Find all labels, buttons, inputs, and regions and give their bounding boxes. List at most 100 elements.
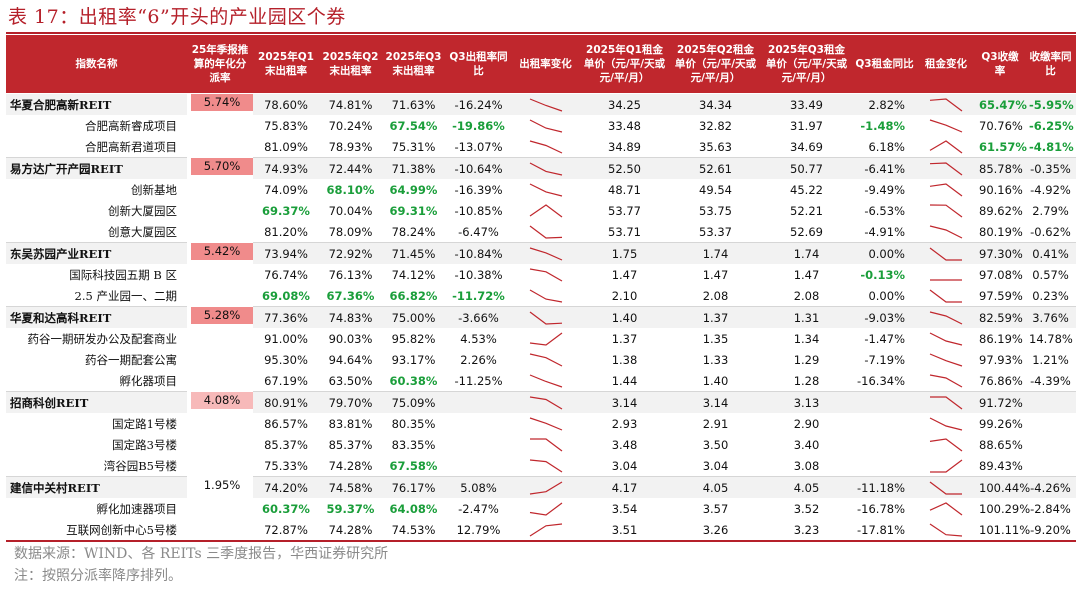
- q3-rent: 3.13: [761, 391, 852, 413]
- occupancy-sparkline-line: [529, 352, 562, 367]
- distribution-rate-cell: 1.95%: [187, 476, 253, 541]
- rent-sparkline: [917, 221, 975, 243]
- project-row: 2.5 产业园一、二期 69.08% 67.36% 66.82% -11.72% 2.10…: [6, 285, 1076, 307]
- distribution-rate: 4.08%: [191, 392, 253, 409]
- reit-name: 华夏合肥高新REIT: [6, 93, 187, 115]
- q1-occupancy: 77.36%: [253, 306, 319, 328]
- q2-rent: 53.37: [670, 221, 761, 243]
- q2-occupancy: 59.37%: [326, 501, 375, 516]
- reit-name: 建信中关村REIT: [6, 476, 187, 498]
- q2-occupancy: 70.04%: [328, 203, 373, 218]
- col-header: Q3出租率同比: [445, 35, 512, 94]
- q1-rent: 3.14: [579, 391, 670, 413]
- occupancy-yoy: [445, 413, 512, 434]
- occupancy-sparkline-svg: [529, 522, 562, 537]
- q2-occupancy: 70.24%: [328, 118, 373, 133]
- distribution-rate: 1.95%: [191, 477, 253, 494]
- q1-rent: 1.75: [579, 242, 670, 264]
- table-title: 表 17：出租率“6”开头的产业园区个券: [8, 6, 346, 28]
- rent-sparkline: [917, 519, 975, 541]
- rent-sparkline: [917, 498, 975, 519]
- q3-rent: 1.74: [761, 242, 852, 264]
- rent-sparkline-line: [929, 373, 963, 388]
- rent-sparkline-svg: [929, 203, 963, 217]
- rent-sparkline-svg: [930, 459, 963, 473]
- q1-rent: 2.10: [579, 285, 670, 307]
- occupancy-sparkline-line: [529, 246, 562, 261]
- project-name: 创新基地: [131, 182, 177, 197]
- q3-rent: 2.90: [793, 416, 820, 431]
- collection-yoy: -9.20%: [1025, 519, 1076, 541]
- collection-rate: 70.76%: [979, 118, 1023, 133]
- q2-occupancy: 94.64%: [328, 352, 373, 367]
- rent-sparkline: [917, 93, 975, 115]
- occupancy-sparkline: [512, 115, 579, 136]
- q3-rent: 1.29: [793, 352, 820, 367]
- q1-rent: 34.25: [579, 93, 670, 115]
- rent-yoy: [852, 413, 917, 434]
- col-header: 收缴率同比: [1025, 35, 1076, 94]
- rent-sparkline-line: [929, 437, 963, 451]
- rent-sparkline-line: [929, 139, 963, 153]
- rent-sparkline-svg: [929, 501, 963, 515]
- rent-sparkline: [917, 476, 975, 498]
- q2-rent: 35.63: [670, 136, 761, 158]
- rent-sparkline-line: [929, 331, 963, 346]
- occupancy-sparkline-line: [529, 288, 562, 303]
- q1-rent: 1.44: [579, 370, 670, 392]
- q3-occupancy: 71.45%: [382, 242, 445, 264]
- q1-occupancy: 67.19%: [253, 370, 319, 392]
- collection-yoy: -5.95%: [1025, 93, 1076, 115]
- q1-occupancy: 72.87%: [253, 519, 319, 541]
- rent-yoy: 2.82%: [852, 93, 917, 115]
- q1-rent: 1.47: [611, 267, 638, 282]
- project-row: 孵化加速器项目 60.37% 59.37% 64.08% -2.47% 3.54 3.57 3…: [6, 498, 1076, 519]
- q2-rent: 3.04: [670, 455, 761, 477]
- q1-occupancy: 75.83%: [264, 118, 308, 133]
- q3-occupancy: 78.24%: [382, 221, 445, 243]
- rent-sparkline-line: [929, 481, 962, 495]
- footnote-source: 数据来源：WIND、各 REITs 三季度报告，华西证券研究所: [14, 546, 389, 562]
- occupancy-sparkline-svg: [529, 373, 562, 388]
- collection-yoy: [1025, 434, 1076, 455]
- occupancy-sparkline-svg: [529, 352, 562, 367]
- collection-rate: 97.93%: [979, 352, 1023, 367]
- project-row: 药谷一期配套公寓 95.30% 94.64% 93.17% 2.26% 1.38 1.33 1…: [6, 349, 1076, 370]
- q3-occupancy: 60.38%: [382, 370, 445, 392]
- occupancy-sparkline-svg: [529, 416, 562, 431]
- q3-occupancy: 95.82%: [391, 331, 436, 346]
- group-row: 东吴苏园产业REIT 5.42% 73.94% 72.92% 71.45% -10.84%…: [6, 242, 1076, 307]
- collection-yoy: 3.76%: [1025, 306, 1076, 328]
- col-header: Q3收缴率: [975, 35, 1025, 94]
- project-row: 湾谷园B5号楼 75.33% 74.28% 67.58% 3.04 3.04 3.08 89.…: [6, 455, 1076, 477]
- occupancy-sparkline: [512, 221, 579, 243]
- occupancy-sparkline-line: [529, 395, 562, 410]
- collection-yoy: -6.25%: [1029, 118, 1074, 133]
- occupancy-sparkline: [512, 519, 579, 541]
- occupancy-sparkline: [512, 434, 579, 455]
- q3-occupancy: 66.82%: [382, 285, 445, 307]
- q1-occupancy: 95.30%: [264, 352, 308, 367]
- occupancy-sparkline-svg: [529, 437, 562, 451]
- col-header: 25年季报推算的年化分派率: [187, 35, 253, 94]
- rent-sparkline-svg: [929, 352, 963, 367]
- q3-rent: 3.40: [793, 437, 820, 452]
- q3-occupancy: 67.58%: [382, 455, 445, 477]
- rent-sparkline-line: [929, 523, 963, 537]
- q1-occupancy: 85.37%: [264, 437, 308, 452]
- rent-sparkline-line: [929, 352, 963, 367]
- rent-sparkline-svg: [930, 395, 963, 409]
- rent-yoy: 0.00%: [852, 285, 917, 307]
- rent-sparkline: [917, 455, 975, 477]
- collection-rate: 61.57%: [975, 136, 1027, 158]
- collection-rate: 97.30%: [975, 242, 1025, 264]
- occupancy-sparkline: [512, 455, 579, 477]
- q2-occupancy: 63.50%: [319, 370, 382, 392]
- occupancy-sparkline-line: [529, 161, 562, 176]
- rent-yoy: -1.48%: [860, 118, 905, 133]
- project-name: 国际科技园五期 B 区: [69, 267, 177, 282]
- collection-rate: 82.59%: [975, 306, 1025, 328]
- footnote-note: 注：按照分派率降序排列。: [14, 568, 182, 584]
- occupancy-yoy: [445, 391, 512, 413]
- q2-occupancy: 79.70%: [319, 391, 382, 413]
